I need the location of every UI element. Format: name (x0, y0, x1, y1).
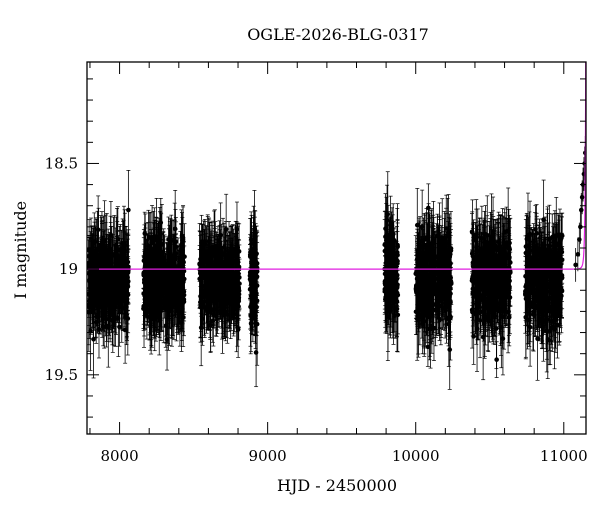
data-point (147, 296, 153, 302)
season-group-2 (197, 193, 242, 367)
data-point (247, 273, 253, 279)
chart-title: OGLE-2026-BLG-0317 (247, 25, 429, 44)
data-point (112, 279, 118, 285)
data-point (141, 305, 147, 310)
data-point (141, 277, 147, 283)
data-point (223, 279, 229, 285)
data-point (145, 260, 150, 265)
data-point (164, 337, 170, 342)
data-point (104, 316, 109, 322)
data-point (197, 261, 202, 266)
data-point (216, 286, 222, 292)
data-point (103, 277, 108, 282)
season-group-1 (141, 190, 187, 371)
season-group-4 (382, 171, 401, 361)
data-point (177, 261, 183, 267)
data-point (236, 291, 241, 297)
data-point (120, 241, 125, 246)
data-point (88, 255, 94, 261)
data-point (156, 284, 161, 290)
data-point (174, 273, 179, 279)
data-point (124, 299, 130, 304)
data-point (88, 290, 93, 296)
data-point (117, 324, 122, 330)
data-point (232, 296, 237, 302)
data-point (198, 273, 204, 279)
data-point (99, 251, 104, 256)
data-point (179, 310, 184, 316)
data-point (108, 232, 114, 238)
data-point (115, 270, 121, 275)
data-point (145, 264, 151, 270)
data-point (228, 258, 233, 264)
data-point (253, 350, 259, 355)
data-point (102, 238, 107, 244)
data-point (234, 281, 239, 287)
data-point (173, 245, 178, 250)
data-point (148, 315, 154, 320)
data-point (117, 262, 123, 267)
data-point (217, 277, 223, 283)
data-point (213, 243, 218, 249)
data-point (252, 226, 257, 232)
data-point (208, 286, 213, 291)
data-point (169, 292, 175, 298)
data-point (87, 247, 92, 253)
data-point (253, 292, 259, 298)
data-point (147, 307, 152, 313)
data-point (95, 227, 101, 232)
data-point (174, 305, 180, 311)
data-point (88, 298, 94, 304)
data-point (126, 207, 131, 213)
data-point (219, 297, 225, 303)
data-point (201, 294, 207, 300)
plot-area (87, 62, 586, 390)
data-point (209, 253, 215, 259)
data-point (151, 288, 156, 294)
data-point (159, 277, 164, 283)
data-point (167, 309, 172, 314)
data-point (213, 295, 219, 301)
data-point (109, 285, 114, 291)
x-axis-title: HJD - 2450000 (277, 476, 397, 495)
data-point (87, 277, 93, 282)
data-point (249, 241, 254, 246)
data-point (204, 290, 210, 296)
data-point (201, 248, 206, 253)
data-point (109, 273, 115, 278)
data-point (115, 236, 121, 242)
data-point (222, 271, 228, 276)
season-group-3 (247, 190, 260, 388)
data-point (250, 315, 256, 321)
data-point (248, 304, 253, 310)
data-point (164, 274, 170, 280)
data-point (99, 260, 105, 266)
data-point (221, 293, 226, 299)
data-point (205, 298, 210, 304)
data-point (250, 291, 255, 296)
data-point (107, 256, 113, 262)
data-point (253, 308, 258, 314)
data-point (97, 281, 102, 286)
data-point (148, 247, 154, 253)
data-point (236, 264, 242, 270)
data-point (167, 283, 173, 289)
data-point (181, 292, 187, 298)
data-point (167, 270, 172, 276)
y-axis-title: I magnitude (11, 201, 30, 299)
data-point (178, 273, 184, 279)
season-group-0 (87, 170, 131, 379)
data-point (220, 308, 225, 314)
